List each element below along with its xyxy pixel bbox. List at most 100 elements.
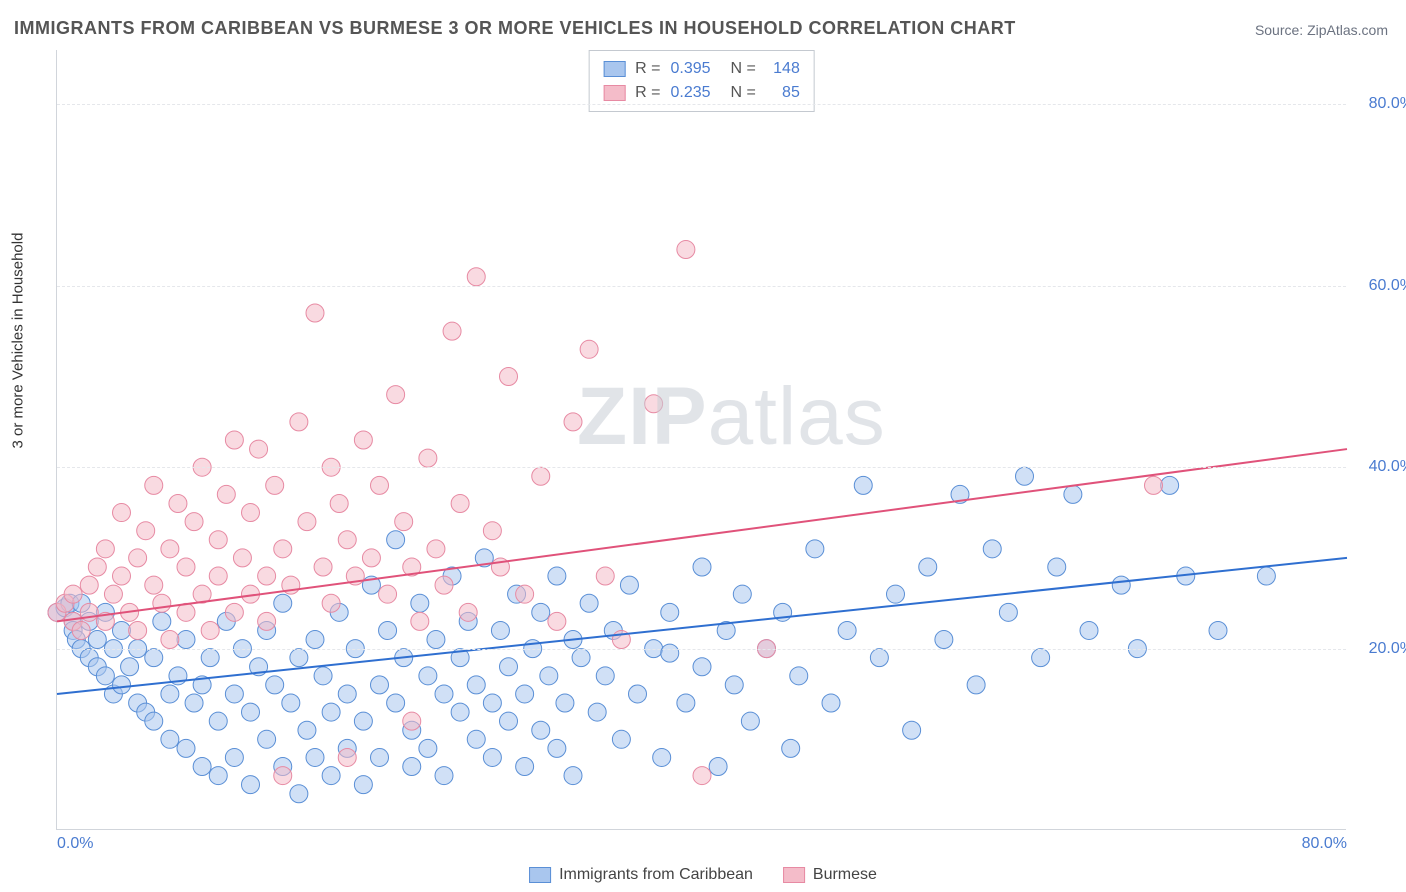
scatter-point — [387, 694, 405, 712]
scatter-point — [403, 712, 421, 730]
scatter-point — [451, 703, 469, 721]
scatter-point — [467, 268, 485, 286]
scatter-point — [153, 594, 171, 612]
scatter-point — [258, 612, 276, 630]
scatter-point — [298, 721, 316, 739]
y-axis-label: 3 or more Vehicles in Household — [10, 233, 27, 449]
scatter-point — [500, 368, 518, 386]
stat-n-label: N = — [731, 57, 756, 81]
source-name: ZipAtlas.com — [1307, 22, 1388, 38]
scatter-point — [451, 494, 469, 512]
scatter-point — [258, 730, 276, 748]
scatter-point — [306, 748, 324, 766]
scatter-point — [935, 631, 953, 649]
scatter-point — [266, 476, 284, 494]
scatter-point — [532, 467, 550, 485]
scatter-point — [693, 558, 711, 576]
scatter-point — [677, 241, 695, 259]
scatter-point — [137, 522, 155, 540]
scatter-point — [1016, 467, 1034, 485]
plot-area: ZIPatlas R = 0.395N = 148R = 0.235N = 85… — [56, 50, 1346, 830]
scatter-point — [338, 748, 356, 766]
scatter-point — [556, 694, 574, 712]
scatter-point — [693, 767, 711, 785]
scatter-point — [161, 685, 179, 703]
scatter-point — [427, 540, 445, 558]
scatter-point — [467, 676, 485, 694]
scatter-point — [516, 758, 534, 776]
scatter-point — [838, 621, 856, 639]
scatter-point — [209, 531, 227, 549]
scatter-point — [354, 776, 372, 794]
scatter-point — [242, 703, 260, 721]
scatter-point — [209, 567, 227, 585]
scatter-point — [282, 694, 300, 712]
scatter-point — [467, 730, 485, 748]
scatter-point — [306, 304, 324, 322]
scatter-point — [169, 494, 187, 512]
scatter-point — [967, 676, 985, 694]
scatter-point — [145, 712, 163, 730]
stat-n-value: 148 — [766, 57, 800, 81]
legend-item: Immigrants from Caribbean — [529, 866, 753, 884]
scatter-point — [371, 676, 389, 694]
scatter-point — [96, 540, 114, 558]
scatter-point — [403, 758, 421, 776]
scatter-point — [209, 767, 227, 785]
scatter-point — [548, 612, 566, 630]
scatter-point — [225, 431, 243, 449]
grid-line — [57, 467, 1346, 468]
scatter-point — [330, 494, 348, 512]
scatter-point — [80, 576, 98, 594]
scatter-point — [314, 667, 332, 685]
scatter-point — [790, 667, 808, 685]
scatter-point — [500, 712, 518, 730]
scatter-point — [733, 585, 751, 603]
scatter-point — [371, 476, 389, 494]
scatter-point — [129, 549, 147, 567]
scatter-point — [113, 504, 131, 522]
grid-line — [57, 104, 1346, 105]
scatter-point — [435, 685, 453, 703]
scatter-point — [113, 676, 131, 694]
scatter-point — [201, 649, 219, 667]
scatter-point — [1209, 621, 1227, 639]
scatter-point — [209, 712, 227, 730]
scatter-point — [645, 395, 663, 413]
scatter-point — [64, 585, 82, 603]
scatter-point — [1064, 485, 1082, 503]
scatter-point — [161, 631, 179, 649]
scatter-point — [596, 667, 614, 685]
scatter-point — [435, 576, 453, 594]
scatter-point — [217, 485, 235, 503]
scatter-point — [540, 667, 558, 685]
scatter-point — [177, 603, 195, 621]
scatter-point — [113, 621, 131, 639]
scatter-point — [419, 449, 437, 467]
source-prefix: Source: — [1255, 22, 1307, 38]
scatter-point — [145, 576, 163, 594]
legend-swatch — [529, 867, 551, 883]
y-tick-label: 20.0% — [1369, 640, 1406, 658]
scatter-point — [806, 540, 824, 558]
scatter-point — [483, 694, 501, 712]
scatter-point — [782, 739, 800, 757]
scatter-point — [306, 631, 324, 649]
scatter-point — [290, 785, 308, 803]
scatter-point — [596, 567, 614, 585]
legend-label: Burmese — [813, 866, 877, 884]
scatter-point — [661, 603, 679, 621]
scatter-point — [242, 504, 260, 522]
scatter-point — [88, 631, 106, 649]
scatter-point — [88, 558, 106, 576]
scatter-point — [1145, 476, 1163, 494]
scatter-point — [483, 748, 501, 766]
scatter-point — [709, 758, 727, 776]
scatter-point — [693, 658, 711, 676]
stat-n-label: N = — [731, 81, 756, 105]
scatter-point — [113, 567, 131, 585]
scatter-point — [177, 739, 195, 757]
scatter-point — [854, 476, 872, 494]
scatter-point — [185, 694, 203, 712]
scatter-point — [250, 440, 268, 458]
